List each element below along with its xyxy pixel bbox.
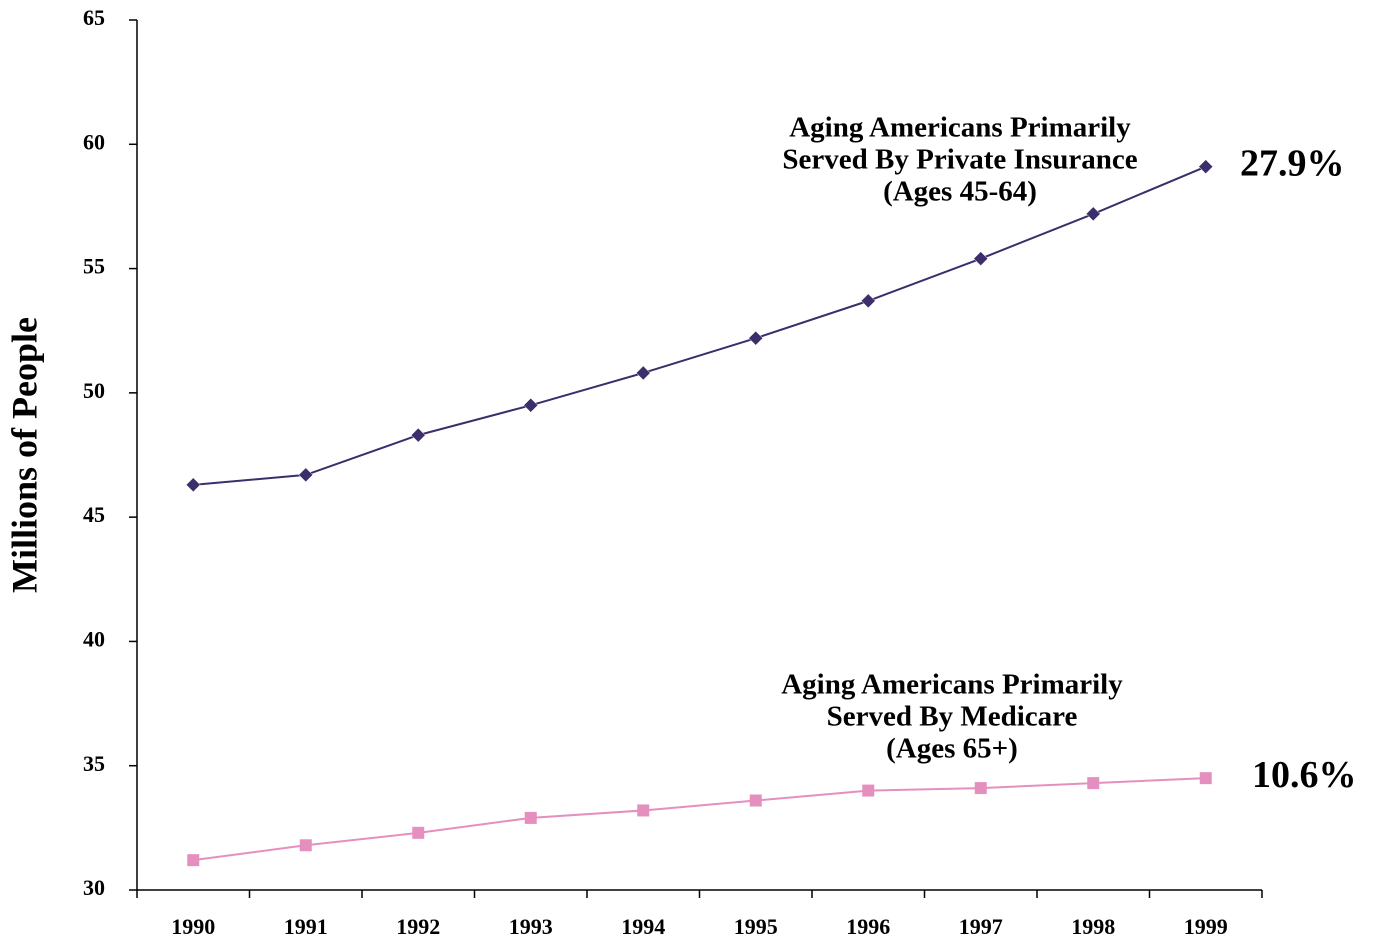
x-tick-label: 1999 bbox=[1184, 914, 1228, 939]
marker bbox=[523, 397, 539, 413]
y-axis-label: Millions of People bbox=[4, 317, 44, 593]
marker bbox=[412, 826, 425, 839]
y-tick-label: 60 bbox=[83, 129, 105, 154]
marker bbox=[1085, 206, 1101, 222]
end-label: 27.9% bbox=[1240, 142, 1345, 184]
series-annotation: Served By Private Insurance bbox=[782, 144, 1137, 176]
x-tick-label: 1993 bbox=[509, 914, 553, 939]
marker bbox=[298, 467, 314, 483]
marker bbox=[748, 330, 764, 346]
marker bbox=[524, 811, 537, 824]
marker bbox=[860, 293, 876, 309]
y-tick-label: 65 bbox=[83, 5, 105, 30]
series-line bbox=[193, 777, 1206, 862]
x-tick-label: 1996 bbox=[846, 914, 890, 939]
marker bbox=[635, 365, 651, 381]
series-annotation: (Ages 65+) bbox=[886, 733, 1018, 765]
marker bbox=[410, 427, 426, 443]
marker bbox=[974, 782, 987, 795]
x-tick-label: 1997 bbox=[959, 914, 1003, 939]
series-line bbox=[193, 165, 1207, 486]
marker bbox=[185, 477, 201, 493]
y-tick-label: 30 bbox=[83, 875, 105, 900]
series-annotation: Aging Americans Primarily bbox=[781, 669, 1123, 701]
marker bbox=[749, 794, 762, 807]
marker bbox=[187, 854, 200, 867]
marker bbox=[299, 839, 312, 852]
series-annotation: Served By Medicare bbox=[827, 701, 1078, 733]
marker bbox=[973, 251, 989, 266]
x-tick-label: 1991 bbox=[284, 914, 328, 939]
y-tick-label: 50 bbox=[83, 378, 105, 403]
x-tick-label: 1990 bbox=[171, 914, 215, 939]
marker bbox=[1199, 772, 1212, 785]
series-annotation: (Ages 45-64) bbox=[883, 176, 1037, 208]
series-annotation: Aging Americans Primarily bbox=[789, 112, 1131, 144]
x-tick-label: 1992 bbox=[396, 914, 440, 939]
x-tick-label: 1998 bbox=[1071, 914, 1115, 939]
marker bbox=[637, 804, 650, 817]
x-tick-label: 1994 bbox=[621, 914, 665, 939]
y-tick-label: 45 bbox=[83, 502, 105, 527]
y-tick-label: 55 bbox=[83, 254, 105, 279]
y-tick-label: 40 bbox=[83, 626, 105, 651]
x-tick-label: 1995 bbox=[734, 914, 778, 939]
marker bbox=[1198, 159, 1214, 175]
marker bbox=[862, 784, 875, 797]
end-label: 10.6% bbox=[1252, 754, 1357, 796]
marker bbox=[1087, 777, 1100, 790]
y-tick-label: 35 bbox=[83, 751, 105, 776]
